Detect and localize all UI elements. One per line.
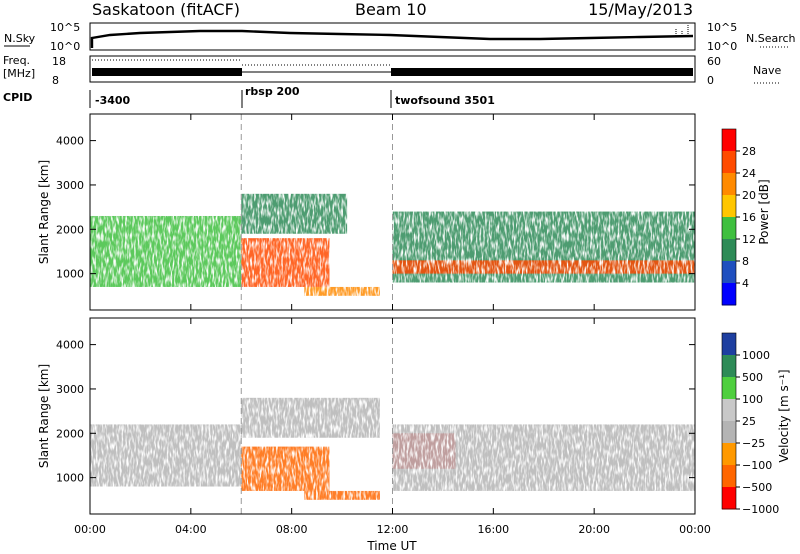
- colorbar-swatch: [722, 487, 736, 510]
- nsearch-tick-top: 10^5: [707, 21, 737, 34]
- colorbar-swatch: [722, 465, 736, 488]
- station-title: Saskatoon (fitACF): [92, 0, 240, 19]
- nsky-label: N.Sky: [4, 32, 36, 45]
- velocity-region-0: [90, 424, 242, 487]
- colorbar-swatch: [722, 443, 736, 466]
- velocity-panel: 1000 2000 3000 4000 Slant Range [km] 1000 50…: [37, 317, 791, 516]
- x-tick-label: 12:00: [377, 523, 409, 536]
- power-region-5: [392, 260, 695, 274]
- colorbar-tick-label: 25: [742, 415, 756, 428]
- colorbar-swatch: [722, 151, 736, 174]
- colorbar-tick-label: 4: [742, 277, 749, 290]
- nave-trace: [92, 59, 693, 71]
- colorbar-tick-label: 500: [742, 371, 763, 384]
- colorbar-swatch: [722, 283, 736, 306]
- freq-tick-bottom: 8: [52, 74, 59, 87]
- colorbar-tick-label: −25: [742, 437, 765, 450]
- colorbar-tick-label: 20: [742, 189, 756, 202]
- x-tick-label: 08:00: [276, 523, 308, 536]
- velocity-region-5: [392, 424, 695, 491]
- y-tick-label: 3000: [56, 383, 84, 396]
- colorbar-tick-label: 100: [742, 393, 763, 406]
- velocity-region-3: [304, 490, 380, 500]
- x-tick-label: 16:00: [477, 523, 509, 536]
- x-tick-label: 04:00: [175, 523, 207, 536]
- power-colorbar-label: Power [dB]: [757, 179, 771, 244]
- colorbar-swatch: [722, 195, 736, 218]
- y-tick-label: 1000: [56, 472, 84, 485]
- freq-label-line1: Freq.: [3, 54, 30, 67]
- y-tick-label: 1000: [56, 268, 84, 281]
- freq-label-line2: [MHz]: [3, 67, 35, 80]
- colorbar-tick-label: −100: [742, 459, 772, 472]
- colorbar-tick-label: 12: [742, 233, 756, 246]
- cpid-segment-2: rbsp 200: [245, 85, 300, 98]
- colorbar-swatch: [722, 377, 736, 400]
- power-panel: 1000 2000 3000 4000 Slant Range [km] 28 24 20…: [37, 113, 771, 311]
- freq-trace-early: [92, 68, 242, 76]
- colorbar-swatch: [722, 239, 736, 262]
- time-axis-label: Time UT: [366, 539, 417, 553]
- nave-tick-bottom: 0: [707, 74, 714, 87]
- cpid-segment-1: -3400: [95, 94, 131, 107]
- nsky-panel: N.Sky 10^5 10^0 10^5 10^0 N.Search: [4, 21, 796, 53]
- colorbar-swatch: [722, 355, 736, 378]
- y-tick-label: 4000: [56, 339, 84, 352]
- colorbar-swatch: [722, 399, 736, 422]
- nave-tick-top: 60: [707, 55, 721, 68]
- colorbar-swatch: [722, 421, 736, 444]
- x-tick-label: 00:00: [679, 523, 711, 536]
- nsky-trace: [90, 29, 694, 48]
- velocity-region-1: [241, 397, 380, 438]
- colorbar-tick-label: 16: [742, 211, 756, 224]
- power-region-2: [241, 238, 330, 287]
- freq-trace-late: [391, 68, 693, 76]
- power-region-3: [304, 286, 380, 296]
- nave-label: Nave: [753, 64, 781, 77]
- power-region-0: [90, 215, 242, 287]
- colorbar-swatch: [722, 173, 736, 196]
- power-ylabel: Slant Range [km]: [37, 160, 51, 264]
- x-tick-label: 00:00: [74, 523, 106, 536]
- colorbar-tick-label: 24: [742, 167, 756, 180]
- nsearch-label: N.Search: [746, 32, 796, 45]
- x-tick-label: 20:00: [578, 523, 610, 536]
- y-tick-label: 2000: [56, 223, 84, 236]
- date-title: 15/May/2013: [588, 0, 693, 19]
- colorbar-tick-label: 8: [742, 255, 749, 268]
- colorbar-tick-label: −500: [742, 481, 772, 494]
- time-axis: 00:00 04:00 08:00 12:00 16:00 20:00 00:00: [74, 114, 711, 536]
- velocity-colorbar-label: Velocity [m s⁻¹]: [777, 369, 791, 462]
- nsky-tick-top: 10^5: [50, 21, 80, 34]
- colorbar-swatch: [722, 217, 736, 240]
- power-region-1: [241, 193, 348, 234]
- colorbar-tick-label: 1000: [742, 349, 770, 362]
- y-tick-label: 3000: [56, 179, 84, 192]
- colorbar-swatch: [722, 261, 736, 284]
- colorbar-swatch: [722, 129, 736, 152]
- cpid-strip: CPID -3400 rbsp 200 twofsound 3501: [3, 85, 495, 108]
- y-tick-label: 4000: [56, 135, 84, 148]
- cpid-label: CPID: [3, 91, 32, 104]
- y-tick-label: 2000: [56, 427, 84, 440]
- colorbar-swatch: [722, 333, 736, 356]
- freq-tick-top: 18: [52, 55, 66, 68]
- colorbar-tick-label: 28: [742, 145, 756, 158]
- velocity-region-2: [241, 446, 330, 491]
- nsky-tick-bottom: 10^0: [50, 40, 80, 53]
- beam-title: Beam 10: [355, 0, 427, 19]
- nsearch-tick-bottom: 10^0: [707, 40, 737, 53]
- cpid-segment-3: twofsound 3501: [395, 94, 495, 107]
- freq-panel: Freq. [MHz] 18 8 60 0 Nave: [3, 54, 781, 87]
- velocity-ylabel: Slant Range [km]: [37, 364, 51, 468]
- colorbar-tick-label: −1000: [742, 503, 779, 516]
